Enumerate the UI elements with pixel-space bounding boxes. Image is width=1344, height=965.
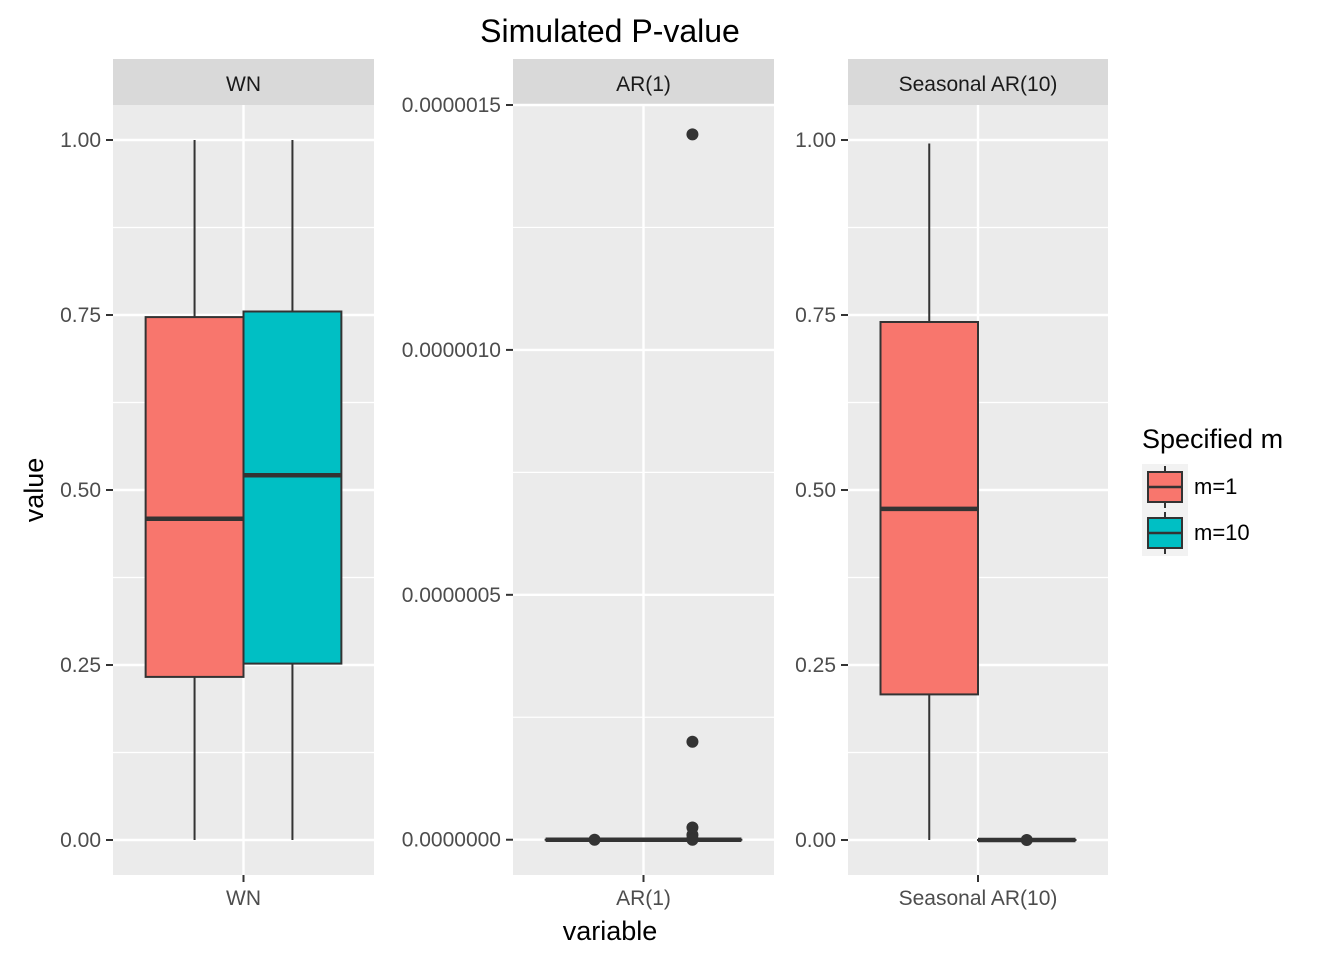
y-tick-label: 0.25 <box>60 654 101 677</box>
x-tick-label: WN <box>226 887 261 910</box>
legend-entry-m1: m=1 <box>1142 464 1237 510</box>
y-tick-label: 0.0000010 <box>402 339 501 362</box>
outlier-point <box>686 834 698 846</box>
facet-strip-label: AR(1) <box>616 73 671 96</box>
box-body <box>244 312 342 664</box>
legend: Specified m m=1 m=10 <box>1142 424 1283 556</box>
y-tick-label: 1.00 <box>795 129 836 152</box>
box-body <box>146 317 244 677</box>
y-tick-label: 0.50 <box>60 479 101 502</box>
outlier-point <box>686 736 698 748</box>
y-tick-label: 0.0000000 <box>402 829 501 852</box>
panel-3: Seasonal AR(10) 0.00 0.25 0.50 0.75 1.00 Seaso… <box>795 59 1108 910</box>
outlier-point <box>589 834 601 846</box>
legend-label: m=10 <box>1194 520 1250 545</box>
legend-title: Specified m <box>1142 424 1283 454</box>
panel-1: WN 0.00 0.25 0.50 0.75 1.00 WN <box>60 59 374 910</box>
x-tick-label: Seasonal AR(10) <box>899 887 1058 910</box>
y-tick-label: 0.50 <box>795 479 836 502</box>
y-tick-label: 0.25 <box>795 654 836 677</box>
y-tick-label: 0.75 <box>60 304 101 327</box>
legend-label: m=1 <box>1194 474 1237 499</box>
x-axis-label: variable <box>563 916 658 946</box>
y-tick-label: 0.0000015 <box>402 94 501 117</box>
y-tick-label: 0.00 <box>795 829 836 852</box>
outlier-point <box>1021 834 1033 846</box>
y-tick-label: 0.00 <box>60 829 101 852</box>
y-tick-label: 1.00 <box>60 129 101 152</box>
y-axis-label: value <box>19 458 49 523</box>
facet-panels: WN 0.00 0.25 0.50 0.75 1.00 WN AR(1) 0.0000000 0.… <box>60 59 1108 910</box>
y-tick-label: 0.0000005 <box>402 584 501 607</box>
x-tick-label: AR(1) <box>616 887 671 910</box>
y-tick-label: 0.75 <box>795 304 836 327</box>
outlier-point <box>686 128 698 140</box>
chart-title: Simulated P-value <box>480 13 740 49</box>
legend-entry-m10: m=10 <box>1142 510 1250 556</box>
panel-2: AR(1) 0.0000000 0.0000005 0.0000010 0.000001… <box>402 59 774 910</box>
facet-strip-label: WN <box>226 73 261 96</box>
facet-strip-label: Seasonal AR(10) <box>899 73 1058 96</box>
